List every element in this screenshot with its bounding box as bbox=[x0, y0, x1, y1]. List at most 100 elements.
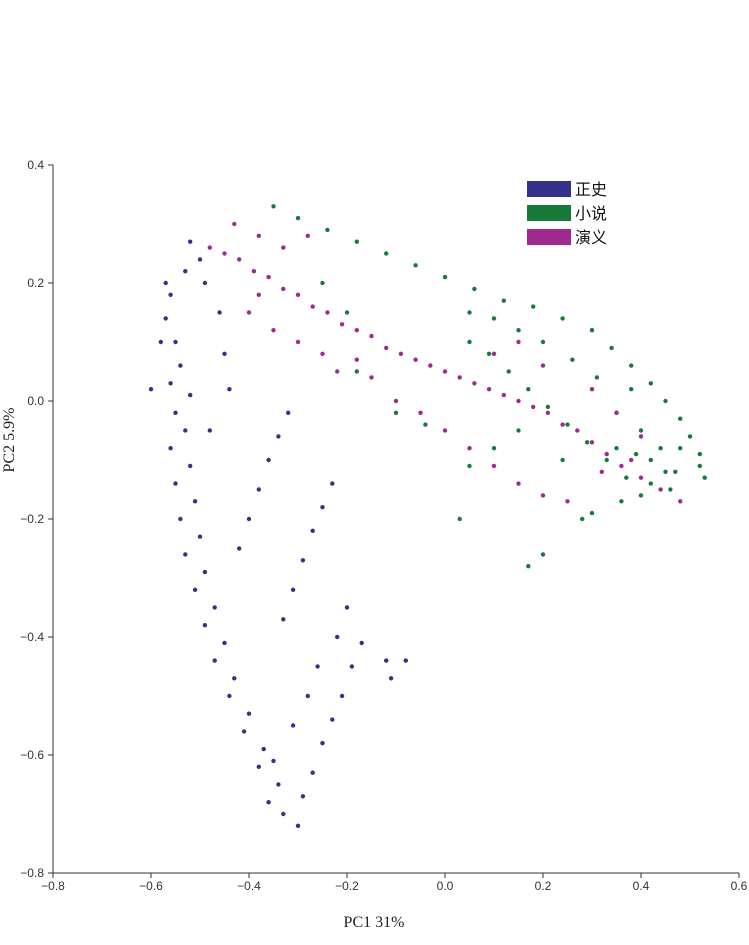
data-point bbox=[697, 463, 702, 469]
data-point bbox=[286, 410, 291, 415]
data-point bbox=[295, 339, 301, 345]
data-point bbox=[281, 617, 286, 622]
data-point bbox=[207, 245, 212, 250]
data-point bbox=[197, 257, 203, 262]
data-point bbox=[467, 310, 472, 315]
data-point bbox=[589, 440, 595, 445]
data-point bbox=[246, 516, 252, 522]
data-point bbox=[565, 499, 570, 504]
data-point bbox=[192, 587, 198, 592]
data-point bbox=[310, 528, 315, 533]
data-point bbox=[457, 375, 462, 380]
data-point bbox=[442, 274, 448, 280]
data-point bbox=[575, 428, 580, 433]
x-tick-label: 0.0 bbox=[437, 879, 454, 893]
data-point bbox=[276, 434, 281, 439]
data-point bbox=[540, 493, 546, 498]
data-point bbox=[687, 434, 693, 439]
data-point bbox=[369, 333, 374, 339]
data-point bbox=[609, 345, 614, 351]
data-point bbox=[295, 215, 301, 221]
data-point bbox=[227, 387, 232, 392]
data-point bbox=[570, 357, 575, 362]
legend-label: 正史 bbox=[575, 180, 607, 199]
data-point bbox=[648, 457, 653, 463]
data-point bbox=[457, 516, 462, 522]
data-point bbox=[178, 363, 183, 368]
data-point bbox=[212, 658, 217, 663]
data-point bbox=[658, 487, 663, 492]
y-ticks: −0.8 −0.6 −0.4 −0.2 0.0 0.2 0.4 bbox=[20, 158, 53, 880]
data-point bbox=[560, 316, 565, 321]
data-point bbox=[183, 552, 188, 557]
legend-label: 演义 bbox=[575, 228, 607, 247]
data-point bbox=[359, 640, 364, 646]
data-point bbox=[290, 587, 296, 592]
data-point bbox=[629, 387, 634, 392]
data-point bbox=[237, 546, 242, 551]
data-point bbox=[344, 605, 350, 610]
data-point bbox=[295, 292, 301, 297]
data-point bbox=[594, 375, 600, 380]
data-point bbox=[202, 280, 208, 286]
legend-label: 小说 bbox=[575, 204, 607, 223]
data-point bbox=[202, 623, 208, 628]
data-point bbox=[163, 316, 168, 321]
data-point bbox=[516, 428, 521, 433]
x-ticks: −0.8 −0.6 −0.4 −0.2 0.0 0.2 0.4 0.6 bbox=[41, 873, 748, 893]
axes bbox=[52, 165, 739, 874]
data-point bbox=[207, 428, 212, 433]
data-point bbox=[472, 286, 477, 292]
data-point bbox=[614, 446, 619, 451]
data-point bbox=[227, 693, 232, 699]
data-point bbox=[614, 410, 619, 415]
data-point bbox=[251, 269, 257, 274]
data-point bbox=[222, 351, 227, 356]
data-point bbox=[486, 387, 492, 392]
data-point bbox=[246, 310, 252, 315]
data-point bbox=[256, 292, 261, 297]
data-point bbox=[663, 398, 668, 404]
data-point bbox=[290, 723, 296, 728]
x-axis-title: PC1 31% bbox=[344, 914, 405, 931]
data-point bbox=[246, 711, 252, 716]
data-point bbox=[192, 499, 198, 504]
data-point bbox=[168, 381, 173, 386]
data-point bbox=[354, 369, 359, 374]
data-point bbox=[212, 605, 217, 610]
data-point bbox=[188, 463, 193, 469]
data-point bbox=[624, 475, 629, 480]
data-point bbox=[629, 457, 634, 463]
data-point bbox=[237, 257, 242, 262]
data-point bbox=[442, 428, 448, 433]
data-point bbox=[398, 351, 404, 356]
data-point bbox=[506, 369, 511, 374]
data-point bbox=[178, 516, 183, 522]
data-point bbox=[148, 387, 154, 392]
data-point bbox=[300, 794, 306, 799]
data-point bbox=[300, 558, 306, 563]
data-point bbox=[604, 451, 609, 457]
y-tick-label: −0.8 bbox=[20, 866, 44, 880]
data-point bbox=[256, 487, 261, 492]
data-point bbox=[305, 693, 310, 699]
data-point bbox=[491, 446, 497, 451]
data-point bbox=[663, 469, 668, 474]
data-point bbox=[428, 363, 433, 368]
data-point bbox=[173, 339, 178, 345]
data-point bbox=[222, 251, 227, 256]
data-point bbox=[344, 310, 350, 315]
data-point bbox=[442, 369, 448, 374]
data-point bbox=[232, 221, 237, 227]
data-point bbox=[330, 481, 335, 486]
data-point bbox=[325, 227, 330, 233]
data-point bbox=[516, 481, 521, 486]
data-point bbox=[173, 481, 178, 486]
data-point bbox=[531, 404, 536, 410]
series-3 bbox=[207, 221, 683, 504]
data-point bbox=[266, 457, 271, 463]
data-point bbox=[467, 463, 472, 469]
data-point bbox=[271, 758, 276, 764]
